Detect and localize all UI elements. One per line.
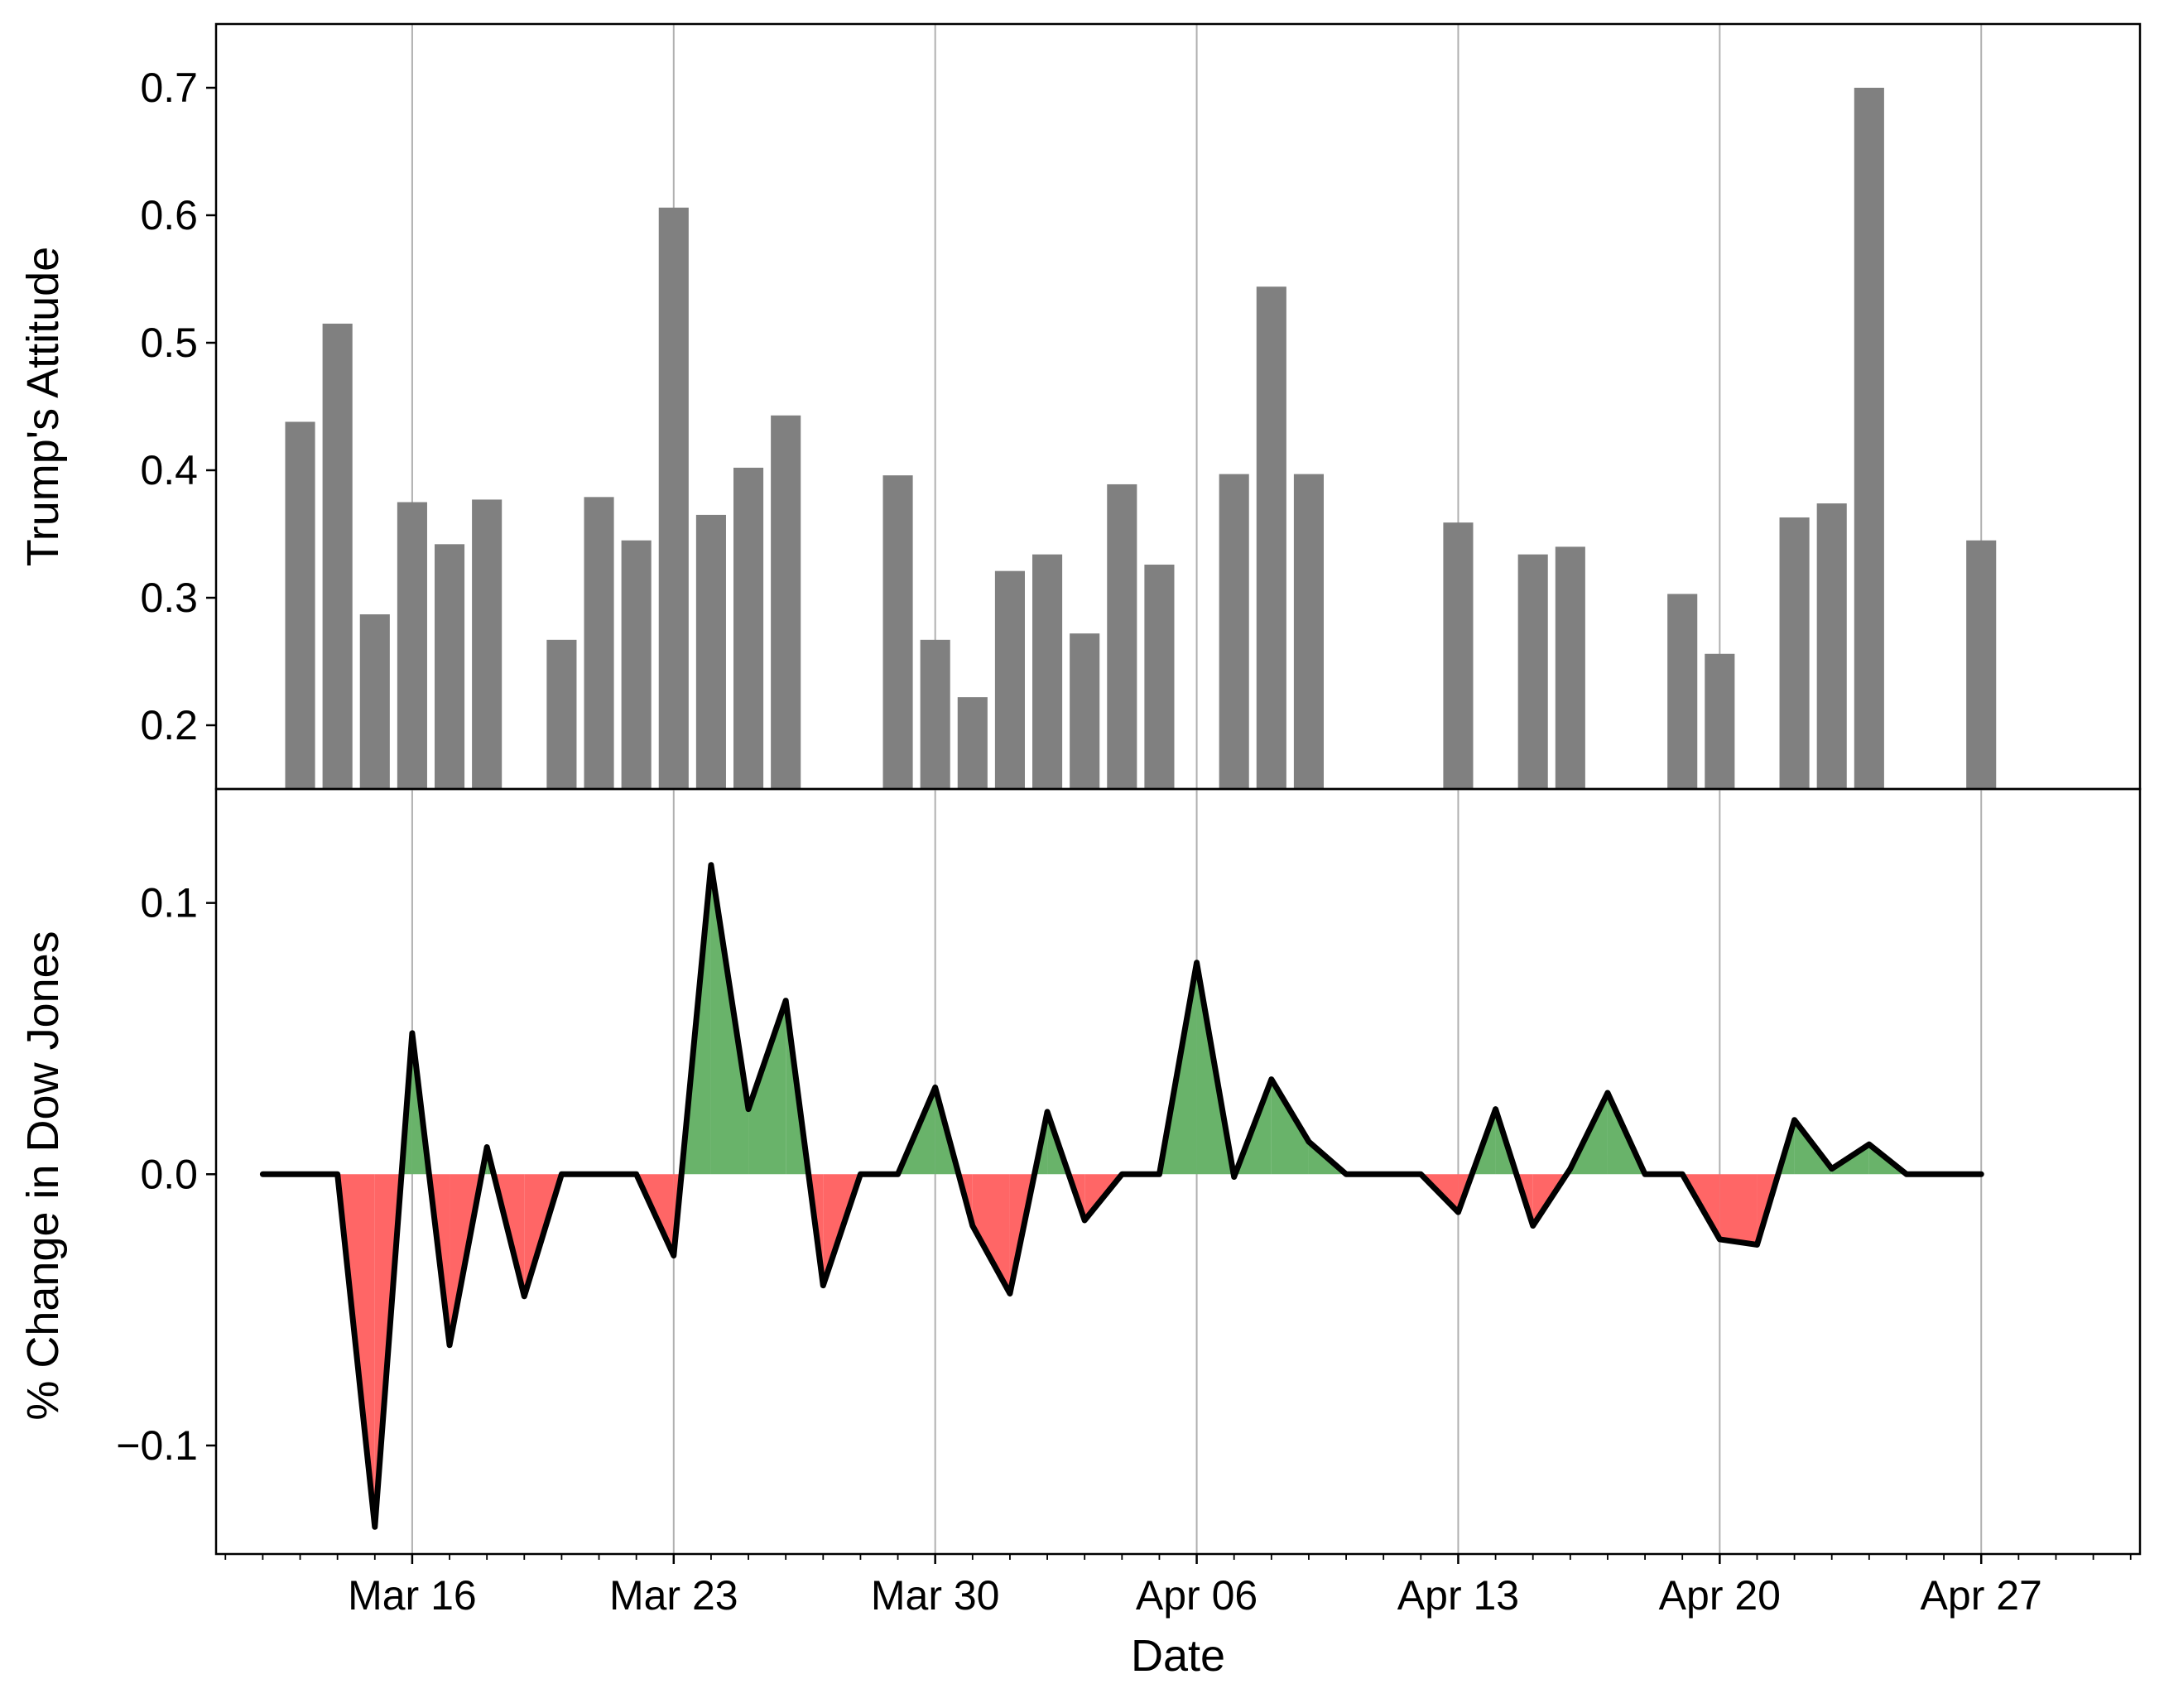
dow-y-ticks: −0.1 0.0 0.1 bbox=[116, 880, 216, 1469]
dow-y-axis-label: % Change in Dow Jones bbox=[18, 931, 68, 1420]
attitude-y-axis-label: Trump's Attitude bbox=[18, 247, 68, 566]
attitude-bar bbox=[1555, 546, 1585, 789]
attitude-bar bbox=[621, 540, 652, 789]
attitude-bar bbox=[695, 514, 726, 789]
attitude-y-tick-label: 0.3 bbox=[140, 575, 198, 621]
dow-negative-fill bbox=[1719, 1174, 1758, 1245]
dow-y-tick-label: 0.0 bbox=[140, 1151, 198, 1197]
attitude-bar bbox=[1144, 564, 1175, 789]
attitude-bar bbox=[994, 570, 1025, 789]
attitude-bar bbox=[546, 639, 577, 789]
attitude-bar bbox=[584, 497, 614, 789]
attitude-bar bbox=[285, 421, 315, 789]
dow-change-line bbox=[259, 862, 1984, 1530]
attitude-bar bbox=[957, 697, 988, 789]
attitude-bar bbox=[1667, 594, 1698, 789]
attitude-bar bbox=[771, 415, 801, 789]
attitude-y-tick-label: 0.5 bbox=[140, 320, 198, 366]
dow-plot-frame bbox=[214, 787, 2142, 1556]
attitude-bar bbox=[1816, 503, 1847, 789]
dow-x-tick-label: Mar 16 bbox=[348, 1572, 477, 1619]
attitude-bar bbox=[882, 475, 913, 789]
dow-positive-fill bbox=[748, 1000, 786, 1175]
dow-negative-fill bbox=[972, 1174, 1010, 1294]
attitude-bars bbox=[285, 88, 1997, 789]
dow-change-panel: −0.1 0.0 0.1 Mar 16 Mar 23 Mar 30 Apr 06 Apr 1… bbox=[18, 787, 2142, 1681]
attitude-bar bbox=[472, 499, 503, 789]
attitude-bar bbox=[1256, 286, 1286, 789]
attitude-bar bbox=[1517, 554, 1548, 789]
dow-x-tick-label: Apr 06 bbox=[1136, 1572, 1258, 1619]
attitude-y-ticks: 0.2 0.3 0.4 0.5 0.6 0.7 bbox=[140, 65, 216, 748]
attitude-bar bbox=[1219, 474, 1249, 789]
dow-positive-fill bbox=[1271, 1079, 1309, 1175]
dow-x-tick-label: Mar 30 bbox=[871, 1572, 1000, 1619]
attitude-bar bbox=[1854, 88, 1884, 789]
attitude-bar bbox=[322, 323, 353, 789]
dow-y-tick-label: −0.1 bbox=[116, 1422, 198, 1469]
attitude-y-tick-label: 0.4 bbox=[140, 447, 198, 493]
attitude-bar bbox=[658, 207, 689, 789]
attitude-bar bbox=[1705, 653, 1735, 789]
attitude-gridlines bbox=[411, 24, 1983, 789]
dow-x-tick-label: Mar 23 bbox=[609, 1572, 738, 1619]
dow-x-tick-label: Apr 20 bbox=[1659, 1572, 1781, 1619]
attitude-bar bbox=[1032, 554, 1063, 789]
dow-x-tick-label: Apr 13 bbox=[1397, 1572, 1519, 1619]
attitude-bar-panel: 0.2 0.3 0.4 0.5 0.6 0.7 Trump's Attitude bbox=[18, 22, 2142, 791]
attitude-bar bbox=[1293, 474, 1324, 789]
attitude-bar bbox=[434, 544, 465, 789]
dow-x-ticks: Mar 16 Mar 23 Mar 30 Apr 06 Apr 13 Apr 20 Apr … bbox=[224, 1554, 2132, 1619]
attitude-y-tick-label: 0.6 bbox=[140, 192, 198, 238]
attitude-bar bbox=[1966, 540, 1997, 789]
attitude-y-tick-label: 0.2 bbox=[140, 702, 198, 748]
attitude-bar bbox=[1107, 484, 1137, 789]
dow-y-tick-label: 0.1 bbox=[140, 880, 198, 926]
dow-x-tick-label: Apr 27 bbox=[1921, 1572, 2042, 1619]
attitude-bar bbox=[359, 614, 390, 789]
attitude-bar bbox=[1070, 633, 1100, 789]
attitude-bar bbox=[397, 502, 427, 789]
attitude-bar bbox=[1779, 517, 1810, 789]
attitude-y-tick-label: 0.7 bbox=[140, 65, 198, 111]
x-axis-label: Date bbox=[1131, 1631, 1225, 1681]
attitude-bar bbox=[733, 467, 764, 789]
attitude-bar bbox=[1443, 522, 1474, 789]
attitude-bar bbox=[920, 639, 950, 789]
